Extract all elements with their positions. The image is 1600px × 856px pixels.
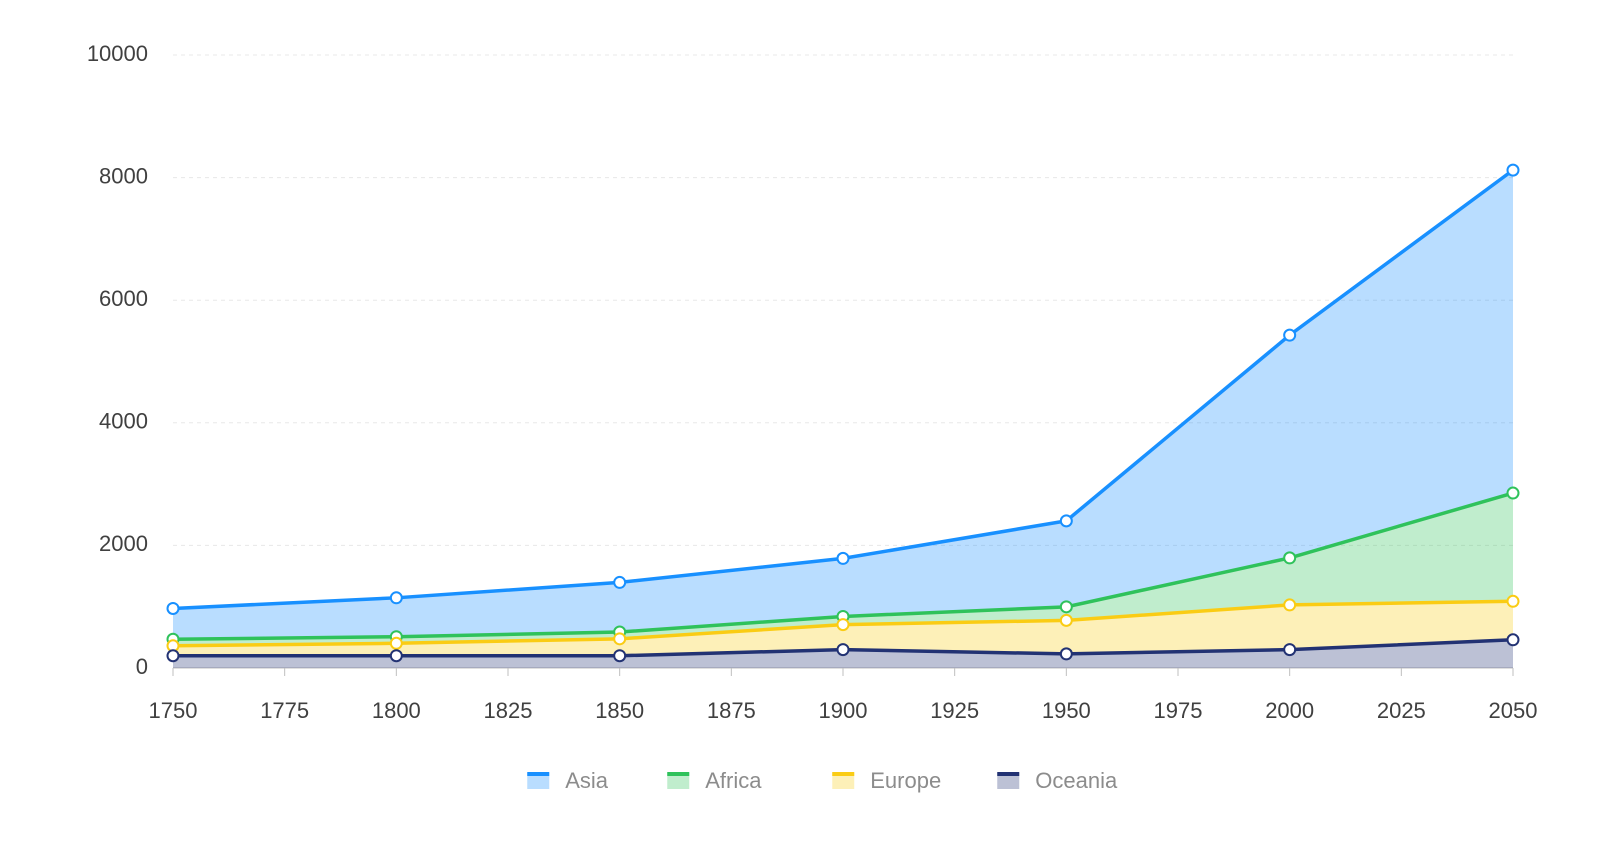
x-tick-label: 1900 [819,698,868,723]
data-point [836,643,850,657]
data-point [1059,600,1073,614]
data-point [1506,163,1520,177]
legend-swatch-line [667,772,690,776]
legend: Asia Africa Europe Oceania [527,768,1118,793]
data-point [1506,633,1520,647]
legend-swatch [832,773,855,789]
areas [173,170,1513,668]
legend-item[interactable]: Asia [527,768,609,793]
data-point [389,649,403,663]
x-tick-label: 2050 [1489,698,1538,723]
data-point [613,575,627,589]
data-point [1283,328,1297,342]
legend-swatch [997,773,1020,789]
data-point [613,632,627,646]
x-tick-label: 1850 [595,698,644,723]
x-tick-label: 2025 [1377,698,1426,723]
legend-item[interactable]: Oceania [997,768,1118,793]
x-tick-label: 1950 [1042,698,1091,723]
legend-swatch [667,773,690,789]
legend-swatch-line [527,772,550,776]
y-tick-label: 2000 [99,531,148,556]
area-fill [173,170,1513,640]
data-point [836,551,850,565]
legend-label: Asia [565,768,609,793]
legend-label: Oceania [1035,768,1118,793]
y-tick-label: 10000 [87,41,148,66]
x-tick-label: 1750 [149,698,198,723]
x-tick-label: 2000 [1265,698,1314,723]
area-fill [173,493,1513,646]
x-tick-label: 1825 [484,698,533,723]
legend-item[interactable]: Europe [832,768,941,793]
legend-swatch [527,773,550,789]
x-tick-label: 1975 [1154,698,1203,723]
y-tick-label: 0 [136,654,148,679]
legend-label: Europe [870,768,941,793]
data-point [613,649,627,663]
data-point [1283,598,1297,612]
data-point [166,649,180,663]
x-tick-label: 1775 [260,698,309,723]
y-tick-label: 4000 [99,409,148,434]
x-tick-label: 1875 [707,698,756,723]
data-point [389,591,403,605]
data-point [1059,514,1073,528]
y-tick-label: 6000 [99,286,148,311]
data-point [166,601,180,615]
legend-item[interactable]: Africa [667,768,762,793]
points [166,163,1520,663]
data-point [1059,613,1073,627]
data-point [1506,594,1520,608]
data-point [1283,551,1297,565]
data-point [1283,643,1297,657]
data-point [836,618,850,632]
data-point [1506,486,1520,500]
x-tick-label: 1925 [930,698,979,723]
data-point [1059,647,1073,661]
x-tick-label: 1800 [372,698,421,723]
y-tick-label: 8000 [99,163,148,188]
legend-swatch-line [832,772,855,776]
data-point [389,636,403,650]
legend-label: Africa [705,768,762,793]
legend-swatch-line [997,772,1020,776]
